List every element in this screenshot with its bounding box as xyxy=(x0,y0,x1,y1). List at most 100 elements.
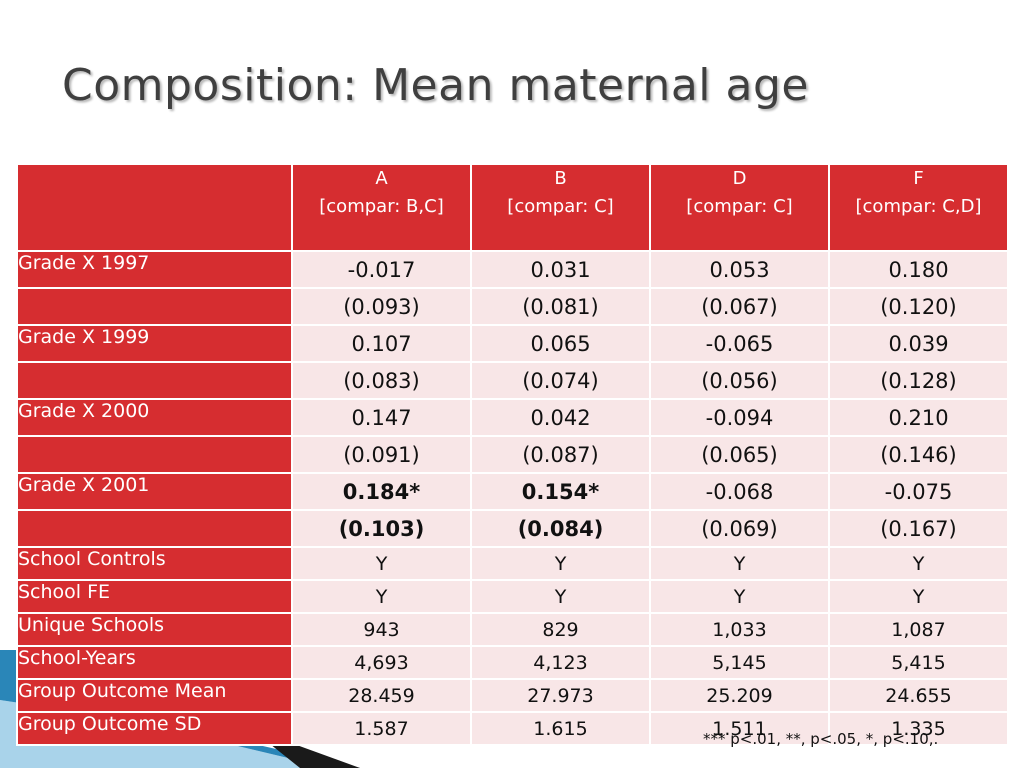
table-row: School Controls Y Y Y Y xyxy=(16,546,1009,581)
table-row: Group Outcome SD 1.587 1.615 1.511 1.335 xyxy=(16,711,1009,746)
table-cell: -0.065 xyxy=(649,324,830,363)
table-cell: (0.167) xyxy=(828,509,1009,548)
table-row: Unique Schools 943 829 1,033 1,087 xyxy=(16,612,1009,647)
table-cell: Y xyxy=(828,546,1009,581)
table-cell: 1.511 xyxy=(649,711,830,746)
table-cell: 5,145 xyxy=(649,645,830,680)
table-row: (0.103) (0.084) (0.069) (0.167) xyxy=(16,509,1009,548)
table-cell: 0.039 xyxy=(828,324,1009,363)
table-cell: 943 xyxy=(291,612,472,647)
column-comparison: [compar: B,C] xyxy=(319,196,444,217)
table-cell: (0.087) xyxy=(470,435,651,474)
table-row: School-Years 4,693 4,123 5,145 5,415 xyxy=(16,645,1009,680)
table-cell: 0.042 xyxy=(470,398,651,437)
table-cell: (0.074) xyxy=(470,361,651,400)
table-cell: -0.017 xyxy=(291,250,472,289)
table-cell: 27.973 xyxy=(470,678,651,713)
row-label: Grade X 1997 xyxy=(16,250,293,289)
row-label xyxy=(16,361,293,400)
table-row: Grade X 1999 0.107 0.065 -0.065 0.039 xyxy=(16,324,1009,363)
table-row: Grade X 2000 0.147 0.042 -0.094 0.210 xyxy=(16,398,1009,437)
table-cell: (0.069) xyxy=(649,509,830,548)
row-label: School FE xyxy=(16,579,293,614)
table-row: Grade X 1997 -0.017 0.031 0.053 0.180 xyxy=(16,250,1009,289)
significance-note: *** p<.01, **, p<.05, *, p<.10,. xyxy=(703,730,939,748)
table-cell: (0.093) xyxy=(291,287,472,326)
table-cell: Y xyxy=(649,546,830,581)
table-body: Grade X 1997 -0.017 0.031 0.053 0.180 (0.093)… xyxy=(16,250,1009,746)
row-label xyxy=(16,287,293,326)
column-letter: B xyxy=(554,168,567,189)
table-cell: (0.146) xyxy=(828,435,1009,474)
table-cell: (0.067) xyxy=(649,287,830,326)
table-cell: 0.147 xyxy=(291,398,472,437)
table-cell: -0.068 xyxy=(649,472,830,511)
table-cell: 0.184* xyxy=(291,472,472,511)
table-cell: (0.128) xyxy=(828,361,1009,400)
row-label xyxy=(16,435,293,474)
row-label: Group Outcome SD xyxy=(16,711,293,746)
table-cell: 25.209 xyxy=(649,678,830,713)
column-comparison: [compar: C,D] xyxy=(855,196,982,217)
table-cell: 1,033 xyxy=(649,612,830,647)
table-cell: Y xyxy=(291,579,472,614)
column-comparison: [compar: C] xyxy=(507,196,614,217)
table-cell: Y xyxy=(828,579,1009,614)
table-cell: 0.065 xyxy=(470,324,651,363)
table-cell: -0.094 xyxy=(649,398,830,437)
table-cell: 1.335 xyxy=(828,711,1009,746)
column-letter: A xyxy=(375,168,388,189)
table-cell: Y xyxy=(470,546,651,581)
table-cell: (0.065) xyxy=(649,435,830,474)
table-cell: Y xyxy=(470,579,651,614)
row-label: School Controls xyxy=(16,546,293,581)
table-row: Group Outcome Mean 28.459 27.973 25.209 24.6… xyxy=(16,678,1009,713)
table-row: Grade X 2001 0.184* 0.154* -0.068 -0.075 xyxy=(16,472,1009,511)
table-cell: 829 xyxy=(470,612,651,647)
table-cell: 28.459 xyxy=(291,678,472,713)
column-letter: F xyxy=(913,168,924,189)
table-cell: 0.107 xyxy=(291,324,472,363)
row-label: Group Outcome Mean xyxy=(16,678,293,713)
table-corner-cell xyxy=(16,163,293,252)
table-cell: 1.587 xyxy=(291,711,472,746)
table-cell: (0.120) xyxy=(828,287,1009,326)
column-header-d: D [compar: C] xyxy=(649,163,830,252)
table-cell: 1.615 xyxy=(470,711,651,746)
column-header-f: F [compar: C,D] xyxy=(828,163,1009,252)
table-cell: 4,123 xyxy=(470,645,651,680)
table-row: (0.093) (0.081) (0.067) (0.120) xyxy=(16,287,1009,326)
column-letter: D xyxy=(732,168,747,189)
slide-title: Composition: Mean maternal age xyxy=(62,60,809,111)
table-row: (0.083) (0.074) (0.056) (0.128) xyxy=(16,361,1009,400)
table-cell: Y xyxy=(291,546,472,581)
table-cell: 0.180 xyxy=(828,250,1009,289)
table-cell: (0.091) xyxy=(291,435,472,474)
row-label xyxy=(16,509,293,548)
column-header-a: A [compar: B,C] xyxy=(291,163,472,252)
row-label: School-Years xyxy=(16,645,293,680)
row-label: Grade X 2001 xyxy=(16,472,293,511)
row-label: Grade X 1999 xyxy=(16,324,293,363)
table-cell: Y xyxy=(649,579,830,614)
table-row: (0.091) (0.087) (0.065) (0.146) xyxy=(16,435,1009,474)
table-cell: 0.154* xyxy=(470,472,651,511)
column-header-b: B [compar: C] xyxy=(470,163,651,252)
table-header-row: A [compar: B,C] B [compar: C] D [compar:… xyxy=(16,163,1009,252)
column-comparison: [compar: C] xyxy=(686,196,793,217)
table-cell: 1,087 xyxy=(828,612,1009,647)
table-cell: (0.083) xyxy=(291,361,472,400)
table-cell: 24.655 xyxy=(828,678,1009,713)
table-cell: (0.103) xyxy=(291,509,472,548)
table-cell: 0.210 xyxy=(828,398,1009,437)
table-row: School FE Y Y Y Y xyxy=(16,579,1009,614)
table-cell: 0.053 xyxy=(649,250,830,289)
row-label: Unique Schools xyxy=(16,612,293,647)
table-cell: -0.075 xyxy=(828,472,1009,511)
regression-table: A [compar: B,C] B [compar: C] D [compar:… xyxy=(16,163,1009,746)
table-cell: (0.056) xyxy=(649,361,830,400)
table-cell: (0.084) xyxy=(470,509,651,548)
table-cell: 0.031 xyxy=(470,250,651,289)
table-cell: (0.081) xyxy=(470,287,651,326)
